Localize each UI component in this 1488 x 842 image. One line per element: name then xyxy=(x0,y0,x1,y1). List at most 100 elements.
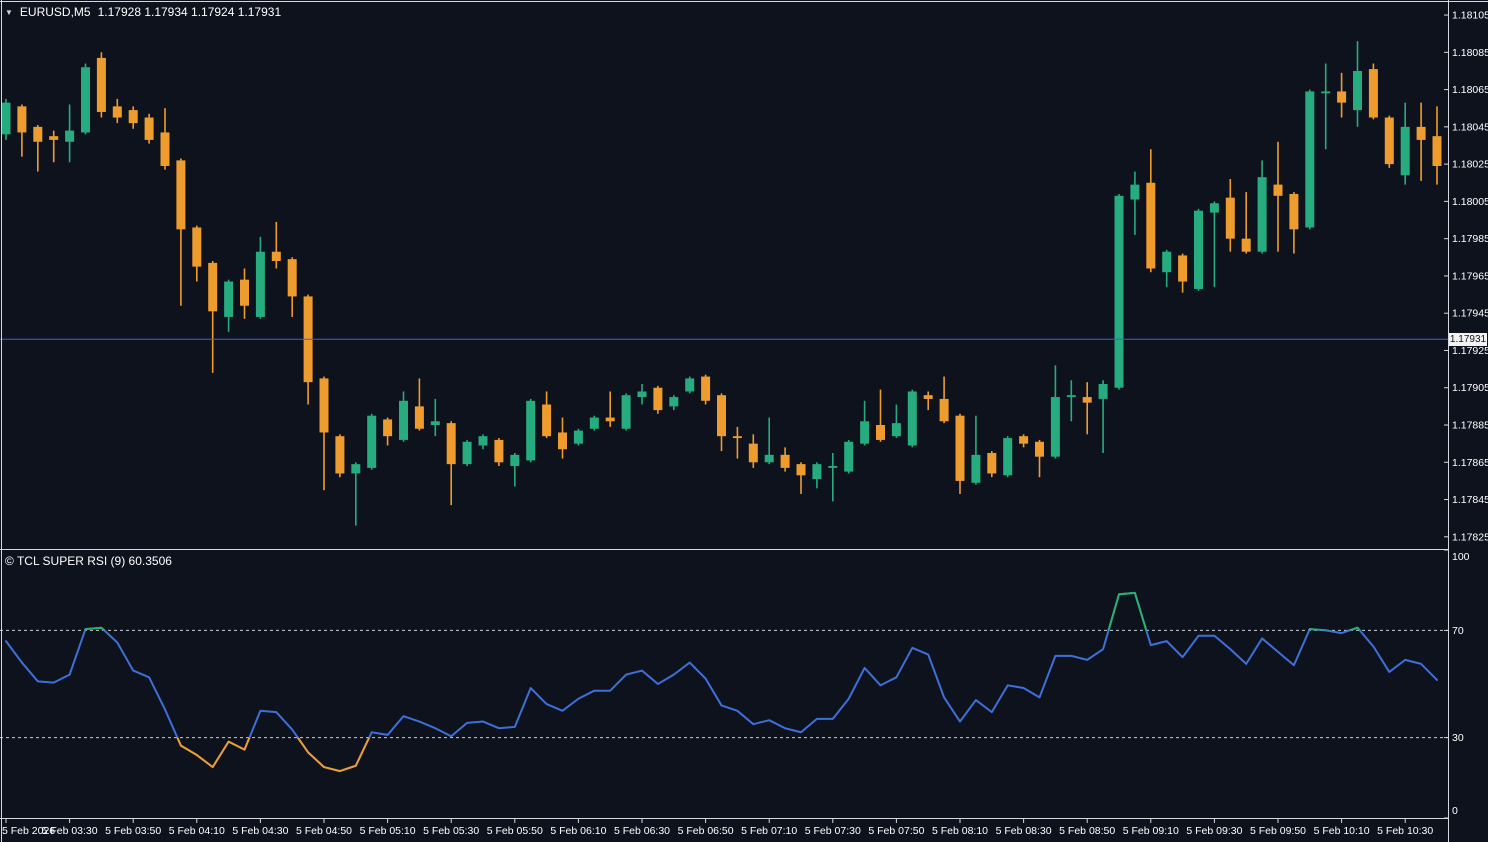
price-tick-label: 1.17905 xyxy=(1452,382,1488,394)
candle-body xyxy=(1178,255,1188,282)
time-tick-label: 5 Feb 07:30 xyxy=(805,825,861,837)
bid-price-tag: 1.17931 xyxy=(1449,332,1487,346)
candle-body xyxy=(351,464,361,474)
candle-body xyxy=(589,417,599,429)
candle-body xyxy=(701,376,711,401)
quote-values: 1.17928 1.17934 1.17924 1.17931 xyxy=(97,5,282,19)
candle-body xyxy=(494,439,504,463)
rsi-tick-label: 100 xyxy=(1452,551,1470,563)
rsi-line-oversold xyxy=(176,737,371,773)
candle-body xyxy=(96,57,106,112)
candle-body xyxy=(287,259,297,297)
time-tick-label: 5 Feb 08:50 xyxy=(1059,825,1115,837)
candle-body xyxy=(748,443,758,463)
candle-body xyxy=(478,436,488,446)
candle-body xyxy=(399,400,408,440)
candle-body xyxy=(446,423,456,465)
time-tick-label: 5 Feb 05:30 xyxy=(423,825,479,837)
rsi-tick-label: 0 xyxy=(1452,805,1458,817)
time-tick-label: 5 Feb 09:30 xyxy=(1186,825,1242,837)
time-tick-label: 5 Feb 10:10 xyxy=(1314,825,1370,837)
candle-body xyxy=(1082,397,1092,403)
price-tick-label: 1.18105 xyxy=(1452,10,1488,22)
price-tick-label: 1.18045 xyxy=(1452,121,1488,133)
candle-body xyxy=(510,454,520,467)
time-tick-label: 5 Feb 07:10 xyxy=(741,825,797,837)
candle-body xyxy=(1416,126,1426,140)
candle-body xyxy=(796,464,806,476)
candle-body xyxy=(176,160,186,230)
candle-body xyxy=(208,262,218,312)
candle-body xyxy=(1257,177,1267,252)
candle-body xyxy=(224,281,234,317)
candle-body xyxy=(685,378,695,392)
time-tick-label: 5 Feb 06:10 xyxy=(550,825,606,837)
candle-body xyxy=(17,106,27,133)
candle-body xyxy=(1305,91,1315,228)
candle-body xyxy=(573,430,583,444)
candle-body xyxy=(1273,184,1283,196)
candle-body xyxy=(160,132,170,166)
time-tick-label: 5 Feb 03:50 xyxy=(105,825,161,837)
time-tick-label: 5 Feb 08:10 xyxy=(932,825,988,837)
time-tick-label: 5 Feb 10:30 xyxy=(1377,825,1433,837)
candle-body xyxy=(907,391,917,446)
time-tick-label: 5 Feb 04:50 xyxy=(296,825,352,837)
price-tick-label: 1.18085 xyxy=(1452,47,1488,59)
candle-body xyxy=(955,415,965,481)
price-axis[interactable]: 1.18105 1.18085 1.18065 1.18045 1.18025 1.180… xyxy=(1444,10,1488,544)
candle-body xyxy=(971,454,981,483)
candle-body xyxy=(1098,384,1108,399)
candle-body xyxy=(1194,210,1203,289)
candle-body xyxy=(367,415,377,468)
price-tick-label: 1.17825 xyxy=(1452,531,1488,543)
candle-body xyxy=(1003,438,1013,476)
candle-body xyxy=(81,67,90,133)
candle-body xyxy=(1162,251,1172,273)
chart-title: ▼ EURUSD,M5 1.17928 1.17934 1.17924 1.17… xyxy=(5,5,281,19)
candle-body xyxy=(1241,238,1251,252)
candle-body xyxy=(112,106,122,118)
time-tick-label: 5 Feb 09:10 xyxy=(1123,825,1179,837)
indicator-label: © TCL SUPER RSI (9) 60.3506 xyxy=(5,554,172,568)
candle-body xyxy=(717,395,726,437)
candle-body xyxy=(891,423,901,437)
candle-body xyxy=(1337,91,1347,103)
candle-body xyxy=(653,387,663,411)
candle-body xyxy=(1400,126,1410,176)
candle-body xyxy=(49,136,59,140)
rsi-tick-label: 70 xyxy=(1452,625,1464,637)
candle-body xyxy=(1146,182,1156,269)
time-tick-label: 5 Feb 09:50 xyxy=(1250,825,1306,837)
symbol-dropdown-icon[interactable]: ▼ xyxy=(5,7,13,17)
time-tick-label: 5 Feb 06:50 xyxy=(678,825,734,837)
candle-body xyxy=(1353,70,1362,111)
candle-body xyxy=(414,406,424,429)
candle-body xyxy=(1209,203,1219,213)
time-tick-label: 5 Feb 06:30 xyxy=(614,825,670,837)
rsi-tick-label: 30 xyxy=(1452,732,1464,744)
time-tick-label: 5 Feb 04:30 xyxy=(232,825,288,837)
rsi-axis[interactable]: 100 70 30 0 xyxy=(1444,549,1470,819)
candle-body xyxy=(923,395,933,399)
candle-body xyxy=(1384,117,1394,165)
candle-body xyxy=(255,251,265,317)
candle-body xyxy=(1114,195,1124,388)
candle-body xyxy=(780,454,790,468)
time-tick-label: 5 Feb 05:50 xyxy=(487,825,543,837)
candle-body xyxy=(844,441,854,472)
candle-body xyxy=(1,102,11,135)
candle-body xyxy=(987,452,997,474)
price-tick-label: 1.17985 xyxy=(1452,233,1488,245)
price-tick-label: 1.17845 xyxy=(1452,494,1488,506)
candle-body xyxy=(1050,397,1060,457)
candle-body xyxy=(462,441,472,465)
price-tick-label: 1.17885 xyxy=(1452,420,1488,432)
candle-body xyxy=(383,419,393,437)
candle-body xyxy=(240,279,249,306)
price-tick-label: 1.17925 xyxy=(1452,345,1488,357)
time-tick-label: 5 Feb 07:50 xyxy=(868,825,924,837)
